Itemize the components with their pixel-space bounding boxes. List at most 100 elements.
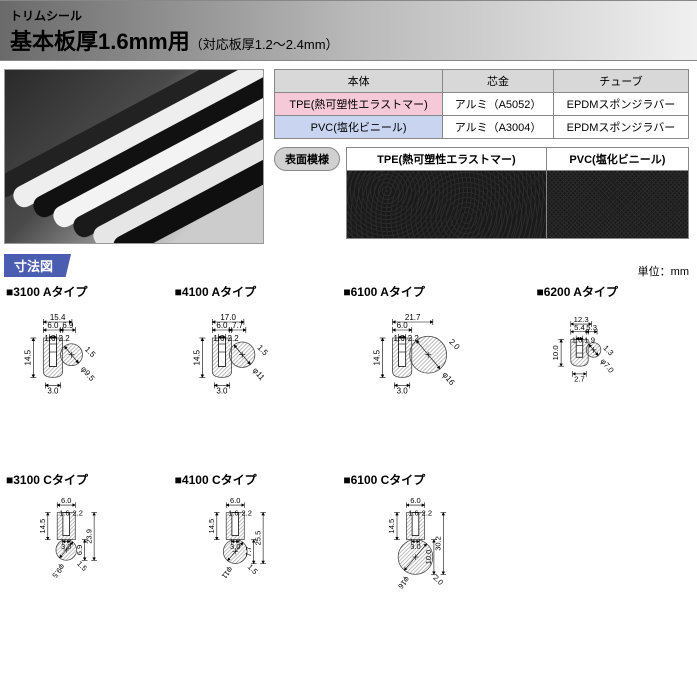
svg-text:6.0: 6.0 — [397, 321, 409, 330]
col-core: 芯金 — [443, 70, 554, 93]
category-label: トリムシール — [10, 7, 687, 24]
diagram-cell: 3100 Cタイプ 6.01.62.2 14.5 23.9 6.9 3.0 — [6, 471, 169, 655]
surface-pattern-label: 表面模様 — [274, 147, 340, 171]
svg-text:1.5: 1.5 — [245, 562, 259, 576]
diagram-title: 3100 Cタイプ — [6, 471, 169, 488]
page-subtitle: （対応板厚1.2〜2.4mm） — [190, 37, 339, 52]
svg-text:3.0: 3.0 — [397, 386, 409, 395]
svg-text:φ11: φ11 — [251, 366, 267, 383]
surface-head-tpe: TPE(熱可塑性エラストマー) — [347, 148, 547, 171]
cell-body: TPE(熱可塑性エラストマー) — [275, 93, 443, 116]
svg-text:14.5: 14.5 — [38, 519, 47, 534]
svg-text:1.5: 1.5 — [83, 345, 98, 360]
svg-text:14.5: 14.5 — [23, 349, 32, 365]
diagram-cell: 4100 Aタイプ 17.0 6.0 7.7 1.62.2 14.5 — [175, 283, 338, 467]
svg-text:φ9.5: φ9.5 — [79, 365, 97, 384]
svg-text:14.5: 14.5 — [388, 519, 397, 534]
svg-text:1.6: 1.6 — [572, 335, 583, 344]
svg-text:30.2: 30.2 — [434, 536, 443, 551]
svg-text:7.7: 7.7 — [232, 321, 244, 330]
svg-text:25.5: 25.5 — [253, 531, 262, 546]
svg-text:1.6: 1.6 — [409, 508, 419, 517]
diagram-title: 6100 Aタイプ — [343, 283, 530, 300]
cell-tube: EPDMスポンジラバー — [553, 116, 688, 139]
svg-text:14.5: 14.5 — [192, 349, 201, 365]
svg-text:14.5: 14.5 — [207, 519, 216, 534]
svg-text:1.6: 1.6 — [44, 334, 56, 343]
svg-text:φ16: φ16 — [397, 575, 412, 591]
diagram-svg: 17.0 6.0 7.7 1.62.2 14.5 3.0 φ — [175, 302, 338, 467]
col-tube: チューブ — [553, 70, 688, 93]
svg-text:6.0: 6.0 — [230, 496, 240, 505]
surface-table: TPE(熱可塑性エラストマー) PVC(塩化ビニール) — [346, 147, 689, 239]
svg-text:10.0: 10.0 — [552, 345, 561, 360]
svg-text:6.9: 6.9 — [62, 321, 74, 330]
svg-text:3.0: 3.0 — [216, 386, 228, 395]
svg-text:2.2: 2.2 — [408, 334, 420, 343]
col-body: 本体 — [275, 70, 443, 93]
spec-row: TPE(熱可塑性エラストマー) アルミ（A5052） EPDMスポンジラバー — [275, 93, 689, 116]
surface-head-pvc: PVC(塩化ビニール) — [546, 148, 688, 171]
svg-text:φ9.5: φ9.5 — [50, 562, 67, 580]
svg-text:1.5: 1.5 — [255, 343, 270, 358]
spec-table: 本体 芯金 チューブ TPE(熱可塑性エラストマー) アルミ（A5052） EP… — [274, 69, 689, 139]
svg-text:3.0: 3.0 — [47, 386, 59, 395]
svg-text:1.5: 1.5 — [75, 559, 89, 573]
svg-text:2.0: 2.0 — [448, 337, 463, 352]
svg-text:10.0: 10.0 — [424, 550, 433, 565]
texture-pvc — [546, 171, 688, 239]
svg-text:5.3: 5.3 — [587, 323, 598, 332]
cell-body: PVC(塩化ビニール) — [275, 116, 443, 139]
spec-row: PVC(塩化ビニール) アルミ（A3004） EPDMスポンジラバー — [275, 116, 689, 139]
svg-text:2.2: 2.2 — [227, 334, 239, 343]
diagram-title: 6100 Cタイプ — [343, 471, 530, 488]
svg-text:φ11: φ11 — [219, 565, 234, 581]
page-title: 基本板厚1.6mm用 — [10, 29, 190, 54]
cell-core: アルミ（A5052） — [443, 93, 554, 116]
svg-text:6.0: 6.0 — [411, 496, 421, 505]
empty-cell — [536, 471, 691, 655]
svg-text:14.5: 14.5 — [373, 349, 382, 365]
diagram-svg: 12.3 5.4 5.3 1.61.9 10.0 2.7 φ — [536, 302, 691, 467]
diagram-title: 4100 Aタイプ — [175, 283, 338, 300]
svg-text:1.6: 1.6 — [228, 508, 238, 517]
svg-text:5.4: 5.4 — [575, 323, 586, 332]
svg-text:2.7: 2.7 — [575, 375, 586, 384]
diagram-title: 4100 Cタイプ — [175, 471, 338, 488]
svg-text:23.9: 23.9 — [84, 529, 93, 544]
texture-tpe — [347, 171, 547, 239]
svg-text:6.0: 6.0 — [216, 321, 228, 330]
svg-text:3.0: 3.0 — [411, 542, 421, 551]
diagram-cell: 6200 Aタイプ 12.3 5.4 5.3 1.61.9 10.0 — [536, 283, 691, 467]
svg-text:2.2: 2.2 — [422, 508, 432, 517]
diagram-svg: 6.0 1.62.2 14.5 30.2 10.0 3.0 φ16 2.0 — [343, 490, 530, 655]
diagram-cell: 6100 Cタイプ 6.0 1.62.2 14.5 30.2 10.0 3.0 — [343, 471, 530, 655]
svg-text:3.0: 3.0 — [230, 542, 240, 551]
svg-text:6.0: 6.0 — [47, 321, 59, 330]
svg-text:2.0: 2.0 — [432, 573, 446, 587]
svg-text:2.2: 2.2 — [59, 334, 71, 343]
svg-text:6.0: 6.0 — [61, 496, 71, 505]
dimension-grid: 3100 Aタイプ 15.4 6.0 6.9 1.62.2 14.5 — [0, 279, 697, 659]
svg-text:1.6: 1.6 — [213, 334, 225, 343]
diagram-svg: 6.01.62.2 14.5 23.9 6.9 3.0 φ9.51.5 — [6, 490, 169, 655]
product-photo — [4, 69, 264, 244]
diagram-title: 6200 Aタイプ — [536, 283, 691, 300]
unit-label: 単位：mm — [0, 263, 697, 279]
diagram-svg: 21.7 6.0 1.62.2 14.5 3.0 φ162.0 — [343, 302, 530, 467]
svg-text:1.3: 1.3 — [602, 343, 616, 357]
diagram-cell: 6100 Aタイプ 21.7 6.0 1.62.2 14.5 3.0 — [343, 283, 530, 467]
svg-text:1.9: 1.9 — [585, 335, 596, 344]
svg-text:2.2: 2.2 — [72, 508, 82, 517]
svg-text:2.2: 2.2 — [241, 508, 251, 517]
svg-text:φ16: φ16 — [441, 370, 457, 387]
diagram-svg: 6.01.62.2 14.5 25.5 7.7 3.0 φ111.5 — [175, 490, 338, 655]
cell-core: アルミ（A3004） — [443, 116, 554, 139]
svg-text:6.9: 6.9 — [75, 545, 84, 555]
diagram-title: 3100 Aタイプ — [6, 283, 169, 300]
page-header: トリムシール 基本板厚1.6mm用（対応板厚1.2〜2.4mm） — [0, 0, 697, 61]
svg-text:φ7.0: φ7.0 — [599, 357, 616, 375]
svg-text:1.6: 1.6 — [59, 508, 69, 517]
dimension-heading: 寸法図 — [4, 254, 71, 277]
cell-tube: EPDMスポンジラバー — [553, 93, 688, 116]
